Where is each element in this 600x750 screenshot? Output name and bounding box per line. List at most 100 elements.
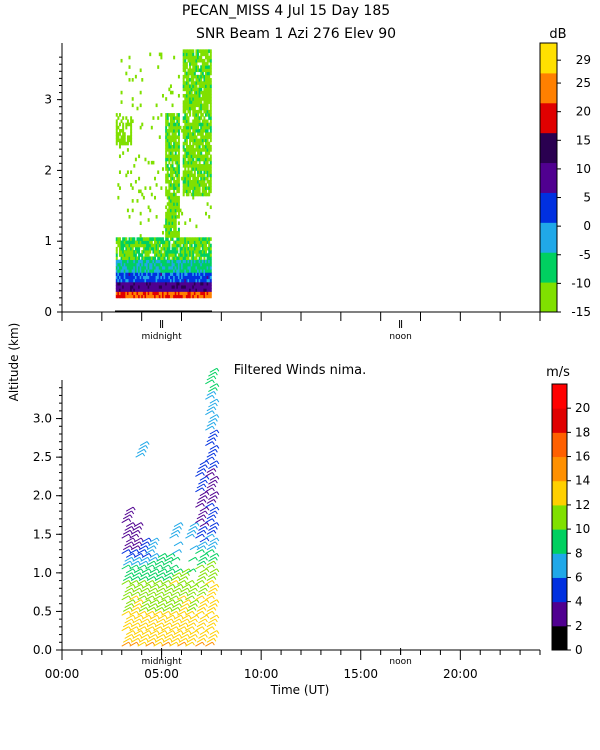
wind-barb-flag [205, 572, 208, 576]
snr-cell [173, 265, 176, 270]
snr-colorbar-segment [540, 72, 557, 104]
snr-cell [209, 294, 212, 299]
snr-cell [173, 281, 176, 286]
snr-cell [201, 103, 204, 108]
snr-cell [208, 285, 211, 289]
snr-cell [138, 246, 141, 251]
wind-barb-flag [161, 591, 165, 596]
snr-cell [128, 138, 131, 143]
snr-cell [117, 183, 120, 187]
snr-cell [154, 269, 157, 273]
wind-barb [132, 633, 140, 639]
wind-barb-flag [196, 599, 200, 603]
snr-y-tick-label: 1 [44, 234, 52, 248]
snr-cell [200, 52, 203, 57]
snr-cell [192, 278, 195, 283]
wind-barb-flag [214, 603, 218, 607]
wind-barb-flag [140, 568, 144, 573]
snr-cell [155, 291, 158, 296]
snr-cell [130, 256, 133, 261]
snr-cell [123, 240, 126, 245]
wind-barb-flag [214, 510, 218, 515]
snr-cell [128, 288, 131, 292]
snr-cell [177, 240, 180, 245]
snr-cell [193, 154, 196, 159]
snr-cell [195, 269, 198, 273]
wind-barb-flag [206, 614, 210, 619]
snr-cell [192, 253, 195, 257]
snr-cell [146, 243, 149, 248]
snr-cell [155, 183, 158, 187]
wind-barb [209, 475, 218, 481]
snr-cell [192, 138, 195, 143]
wind-barb [205, 549, 213, 555]
snr-cell [168, 141, 171, 146]
snr-cell [184, 49, 187, 53]
snr-cell [168, 218, 171, 222]
snr-cell [208, 109, 211, 114]
snr-cell [181, 246, 184, 251]
wind-barb-flag [128, 641, 132, 646]
wind-barb [181, 568, 190, 574]
wind-barb-flag [142, 452, 146, 457]
wind-barb [146, 622, 155, 628]
snr-cell [198, 81, 201, 85]
snr-cell [197, 125, 200, 130]
wind-barb-flag [136, 564, 140, 569]
snr-cell [133, 278, 136, 283]
snr-cell [198, 170, 201, 175]
snr-cell [193, 151, 196, 155]
snr-cell [168, 135, 171, 139]
wind-barb [208, 603, 216, 609]
snr-cell [206, 87, 209, 92]
snr-cell [168, 227, 171, 232]
snr-cell [189, 84, 192, 88]
snr-cell [118, 141, 121, 146]
snr-cell [131, 199, 134, 203]
snr-cell [208, 49, 211, 53]
snr-cell [177, 215, 180, 219]
snr-cell [115, 237, 118, 241]
wind-barb [161, 641, 169, 647]
snr-colorbar-tick-label: 20 [576, 105, 591, 119]
snr-cell [205, 87, 207, 92]
wind-barb [198, 510, 206, 516]
wind-barb-flag [214, 541, 218, 546]
snr-cell [193, 81, 196, 85]
winds-colorbar-segment [552, 577, 567, 603]
wind-barb-flag [156, 537, 160, 542]
snr-cell [168, 122, 171, 127]
snr-cell [185, 84, 188, 88]
wind-barb-flag [216, 368, 220, 372]
snr-cell [168, 265, 171, 270]
snr-cell [200, 135, 203, 139]
snr-cell [150, 259, 153, 264]
snr-cell [177, 135, 180, 139]
snr-cell [189, 176, 192, 181]
snr-cell [174, 135, 177, 139]
snr-cell [182, 148, 185, 152]
snr-cell [189, 49, 192, 53]
snr-cell [141, 275, 144, 280]
snr-cell [209, 97, 212, 101]
snr-cell [201, 68, 204, 73]
wind-barb-flag [132, 537, 136, 542]
snr-cell [128, 256, 131, 261]
snr-cell [208, 81, 211, 85]
wind-barb-flag [144, 549, 148, 553]
wind-barb-flag [152, 641, 156, 646]
snr-cell [206, 291, 209, 296]
snr-cell [206, 71, 209, 76]
wind-barb-flag [214, 449, 218, 453]
snr-cell [201, 262, 204, 267]
snr-cell [177, 189, 180, 194]
snr-cell [169, 291, 172, 296]
winds-colorbar-unit: m/s [546, 365, 570, 380]
snr-cell [161, 278, 164, 283]
snr-colorbar-tick-label: -15 [571, 305, 591, 319]
snr-cell [205, 138, 207, 143]
snr-cell [177, 183, 180, 187]
wind-barb [154, 622, 163, 628]
snr-cell [198, 278, 201, 283]
